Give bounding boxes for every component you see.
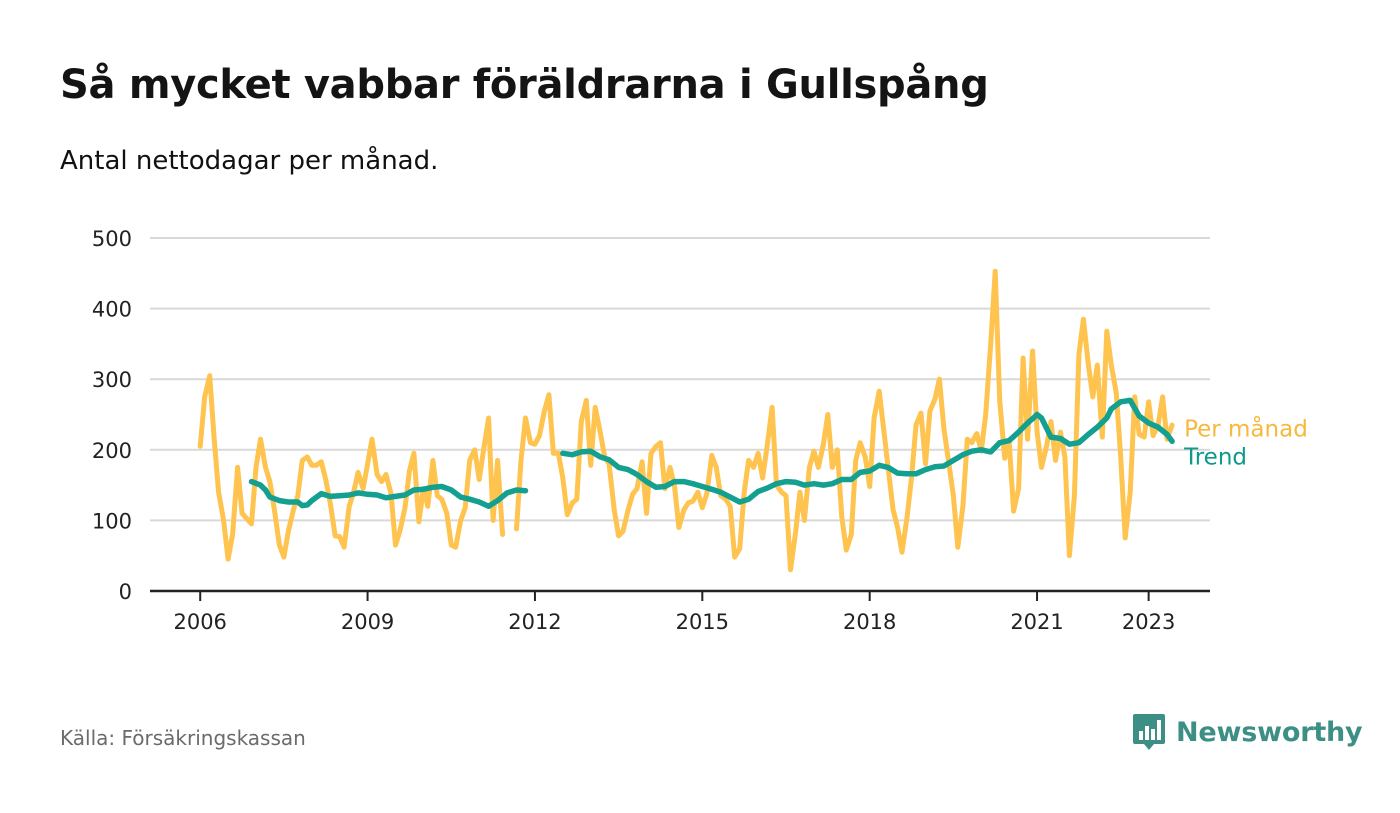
series-label-per-manad: Per månad xyxy=(1184,415,1308,443)
x-tick-label-2006: 2006 xyxy=(173,610,226,634)
chart-subtitle: Antal nettodagar per månad. xyxy=(60,146,439,176)
series-per-manad-line-1 xyxy=(514,268,1175,573)
y-axis-tick-labels: 0 100 200 300 400 500 xyxy=(92,227,132,604)
source-note: Källa: Försäkringskassan xyxy=(60,726,306,750)
y-tick-label-500: 500 xyxy=(92,227,132,251)
series-per-manad-line-0 xyxy=(197,373,506,562)
y-tick-label-0: 0 xyxy=(119,580,132,604)
brand-name: Newsworthy xyxy=(1176,716,1363,748)
y-tick-label-300: 300 xyxy=(92,368,132,392)
chart-title: Så mycket vabbar föräldrarna i Gullspång xyxy=(60,62,989,108)
x-tick-label-2012: 2012 xyxy=(508,610,561,634)
series-trend-line-0 xyxy=(248,478,529,510)
gridlines xyxy=(150,237,1210,522)
x-tick-label-2018: 2018 xyxy=(843,610,896,634)
series-trend-line-1 xyxy=(560,397,1175,505)
newsworthy-logo[interactable]: Newsworthy xyxy=(1132,712,1363,752)
data-lines xyxy=(197,268,1175,573)
bar-chart-speech-bubble-icon xyxy=(1133,714,1165,750)
y-tick-label-200: 200 xyxy=(92,439,132,463)
x-tick-label-2023: 2023 xyxy=(1122,610,1175,634)
y-tick-label-100: 100 xyxy=(92,509,132,533)
x-tick-label-2021: 2021 xyxy=(1010,610,1063,634)
x-axis-ticks: 2006 2009 2012 2015 2018 2021 2023 xyxy=(150,589,1210,634)
x-tick-label-2009: 2009 xyxy=(341,610,394,634)
y-tick-label-400: 400 xyxy=(92,298,132,322)
x-tick-label-2015: 2015 xyxy=(676,610,729,634)
series-label-trend: Trend xyxy=(1183,445,1247,471)
